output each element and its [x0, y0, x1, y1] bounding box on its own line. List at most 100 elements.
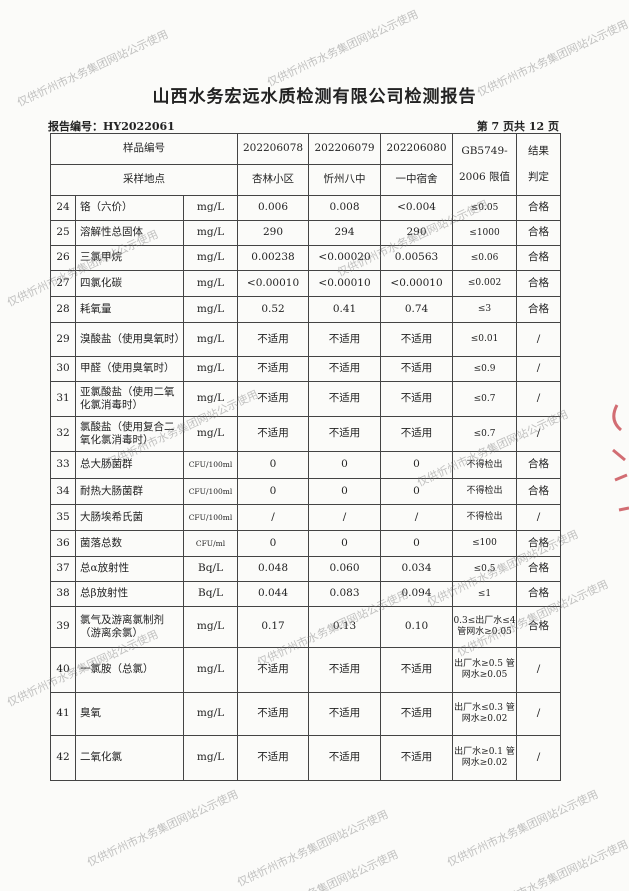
- value: 0: [380, 451, 454, 479]
- unit: mg/L: [182, 296, 239, 323]
- row-number: 38: [50, 581, 76, 607]
- result: 合格: [516, 296, 562, 323]
- report-number: 报告编号：HY2022061: [48, 120, 175, 133]
- row-number: 27: [50, 270, 76, 297]
- row-number: 42: [50, 735, 76, 781]
- table-row: 26 三氯甲烷 mg/L 0.00238 <0.00020 0.00563 ≤0.06 合格: [50, 245, 562, 271]
- limit: 不得检出: [452, 504, 518, 531]
- row-number: 36: [50, 530, 76, 557]
- value: 不适用: [308, 356, 382, 382]
- value: 不适用: [308, 647, 382, 693]
- red-stamp: [607, 400, 629, 520]
- limit: ≤3: [452, 296, 518, 323]
- unit: mg/L: [182, 245, 239, 271]
- value: 0.74: [380, 296, 454, 323]
- value: 0: [308, 530, 382, 557]
- table-row: 34 耐热大肠菌群 CFU/100ml 0 0 0 不得检出 合格: [50, 478, 562, 505]
- item-name: 氯气及游离氯制剂（游离余氯）: [75, 606, 184, 648]
- value: 不适用: [237, 692, 310, 736]
- report-title: 山西水务宏远水质检测有限公司检测报告: [152, 87, 477, 107]
- unit: mg/L: [182, 416, 239, 452]
- item-name: 臭氧: [75, 692, 184, 736]
- limit-header-1: GB5749-: [461, 144, 508, 157]
- unit: mg/L: [182, 270, 239, 297]
- table-row: 32 氯酸盐（使用复合二氧化氯消毒时） mg/L 不适用 不适用 不适用 ≤0.7/: [50, 416, 562, 452]
- limit: 出厂水≥0.5 管网水≥0.05: [452, 647, 518, 693]
- limit: 0.3≤出厂水≤4 管网水≥0.05: [452, 606, 518, 648]
- result: 合格: [516, 270, 562, 297]
- value: 0: [237, 451, 310, 479]
- table-row: 29 溴酸盐（使用臭氧时） mg/L 不适用 不适用 不适用 ≤0.01/: [50, 322, 562, 357]
- unit: CFU/100ml: [182, 478, 239, 505]
- unit: mg/L: [182, 195, 239, 221]
- value: 不适用: [308, 322, 382, 357]
- limit: 出厂水≥0.1 管网水≥0.02: [452, 735, 518, 781]
- row-number: 31: [50, 381, 76, 417]
- value: <0.00010: [237, 270, 310, 297]
- value: 0: [308, 478, 382, 505]
- table-row: 36 菌落总数 CFU/ml 0 0 0 ≤100 合格: [50, 530, 562, 557]
- row-number: 39: [50, 606, 76, 648]
- table-row: 30 甲醛（使用臭氧时） mg/L 不适用 不适用 不适用 ≤0.9/: [50, 356, 562, 382]
- item-name: 氯酸盐（使用复合二氧化氯消毒时）: [75, 416, 184, 452]
- value: 0.083: [308, 581, 382, 607]
- value: 不适用: [237, 356, 310, 382]
- result: /: [516, 356, 562, 382]
- result: 合格: [516, 556, 562, 582]
- row-number: 35: [50, 504, 76, 531]
- unit: CFU/100ml: [182, 451, 239, 479]
- item-name: 耐热大肠菌群: [75, 478, 184, 505]
- result: /: [516, 692, 562, 736]
- value: 不适用: [380, 735, 454, 781]
- row-number: 40: [50, 647, 76, 693]
- unit: mg/L: [182, 606, 239, 648]
- value: 不适用: [237, 416, 310, 452]
- item-name: 溴酸盐（使用臭氧时）: [75, 322, 185, 357]
- row-number: 30: [50, 356, 76, 382]
- site: 一中宿舍: [380, 164, 454, 196]
- table-row: 27 四氯化碳 mg/L <0.00010 <0.00010 <0.00010 ≤0.002…: [50, 270, 562, 297]
- unit: Bq/L: [182, 581, 239, 607]
- value: 0.17: [237, 606, 310, 648]
- value: 不适用: [380, 356, 454, 382]
- value: 0: [380, 530, 454, 557]
- result: 合格: [516, 245, 562, 271]
- item-name: 大肠埃希氏菌: [75, 504, 184, 531]
- item-name: 菌落总数: [75, 530, 184, 557]
- limit-header: GB5749- 2006 限值: [452, 133, 518, 196]
- item-name: 耗氧量: [75, 296, 184, 323]
- unit: Bq/L: [182, 556, 239, 582]
- value: 不适用: [380, 416, 454, 452]
- unit: CFU/ml: [182, 530, 239, 557]
- value: 0.060: [308, 556, 382, 582]
- limit: ≤100: [452, 530, 518, 557]
- limit: ≤0.7: [452, 381, 518, 417]
- value: 0.006: [237, 195, 310, 221]
- value: 0.10: [380, 606, 454, 648]
- result-header-2: 判定: [528, 171, 550, 184]
- result-header: 结果 判定: [516, 133, 562, 196]
- result: 合格: [516, 220, 562, 246]
- value: 不适用: [308, 692, 382, 736]
- row-number: 41: [50, 692, 76, 736]
- table-row: 28 耗氧量 mg/L 0.52 0.41 0.74 ≤3 合格: [50, 296, 562, 323]
- value: 0: [308, 451, 382, 479]
- limit: 不得检出: [452, 478, 518, 505]
- unit: CFU/100ml: [182, 504, 239, 531]
- value: 0.13: [308, 606, 382, 648]
- value: 不适用: [237, 735, 310, 781]
- limit: ≤1000: [452, 220, 518, 246]
- value: 不适用: [380, 647, 454, 693]
- result: 合格: [516, 478, 562, 505]
- value: 不适用: [380, 692, 454, 736]
- row-number: 34: [50, 478, 76, 505]
- value: 不适用: [308, 381, 382, 417]
- result: /: [516, 504, 562, 531]
- table-row: 42 二氧化氯 mg/L 不适用 不适用 不适用 出厂水≥0.1 管网水≥0.02/: [50, 735, 562, 781]
- row-number: 29: [50, 322, 76, 357]
- unit: mg/L: [182, 647, 239, 693]
- value: 0.00238: [237, 245, 310, 271]
- item-name: 溶解性总固体: [75, 220, 184, 246]
- value: 不适用: [308, 416, 382, 452]
- site: 杏林小区: [237, 164, 310, 196]
